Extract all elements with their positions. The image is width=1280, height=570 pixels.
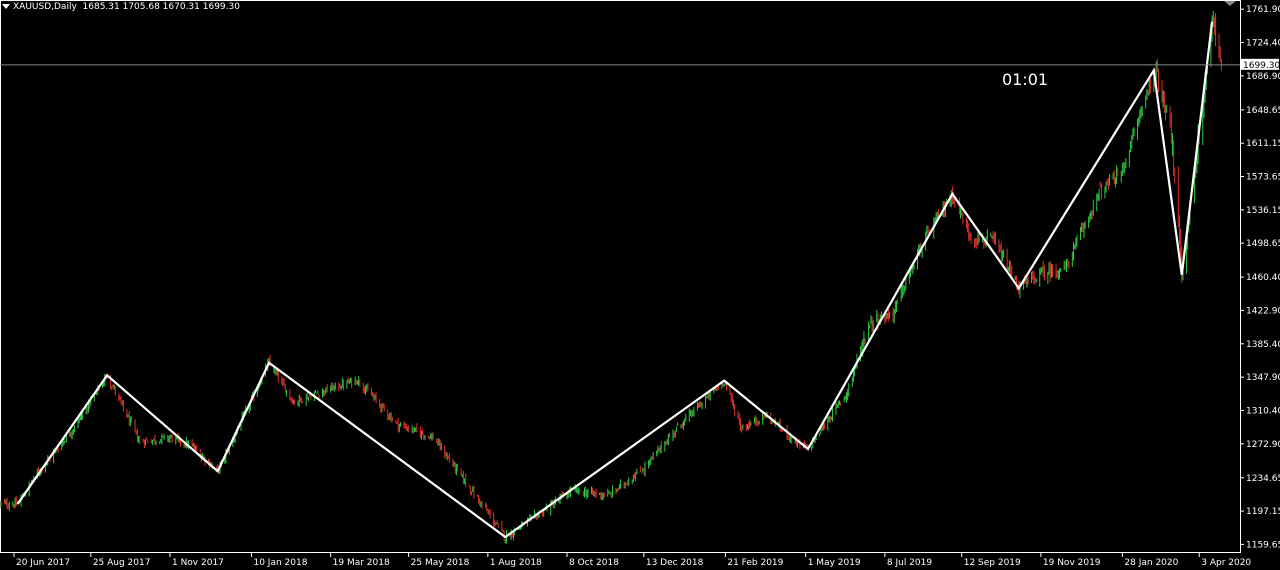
y-tick-label: 1498.65 <box>1246 239 1280 249</box>
y-tick-label: 1422.90 <box>1246 306 1280 316</box>
y-tick-label: 1761.90 <box>1246 5 1280 15</box>
x-tick-label: 20 Jun 2017 <box>16 558 70 568</box>
y-tick-label: 1460.40 <box>1246 273 1280 283</box>
y-tick-label: 1686.90 <box>1246 72 1280 82</box>
y-tick-label: 1310.40 <box>1246 406 1280 416</box>
x-tick-label: 28 Jan 2020 <box>1124 558 1178 568</box>
y-tick-label: 1573.65 <box>1246 172 1280 182</box>
y-tick-label: 1159.65 <box>1246 540 1280 550</box>
x-tick-label: 1 Aug 2018 <box>490 558 542 568</box>
y-tick-label: 1536.15 <box>1246 206 1280 216</box>
x-tick-label: 8 Jul 2019 <box>887 558 932 568</box>
plot-frame <box>0 0 1241 553</box>
x-tick-label: 25 Aug 2017 <box>93 558 151 568</box>
dropdown-triangle-icon[interactable] <box>2 4 10 9</box>
x-tick-label: 19 Nov 2019 <box>1043 558 1101 568</box>
bar-countdown-timer: 01:01 <box>1002 70 1049 89</box>
y-tick-label: 1385.40 <box>1246 340 1280 350</box>
y-tick-label: 1272.90 <box>1246 440 1280 450</box>
x-tick-label: 21 Feb 2019 <box>727 558 783 568</box>
x-tick-label: 13 Dec 2018 <box>646 558 704 568</box>
y-tick-label: 1347.90 <box>1246 373 1280 383</box>
x-tick-label: 3 Apr 2020 <box>1201 558 1251 568</box>
y-tick-label: 1197.15 <box>1246 507 1280 517</box>
shift-marker-icon[interactable] <box>1224 1 1236 6</box>
current-price-label: 1699.30 <box>1243 61 1280 71</box>
x-tick-label: 1 Nov 2017 <box>172 558 224 568</box>
x-tick-label: 8 Oct 2018 <box>569 558 619 568</box>
x-tick-label: 19 Mar 2018 <box>333 558 390 568</box>
current-price-badge <box>1241 58 1279 70</box>
y-tick-label: 1724.40 <box>1246 39 1280 49</box>
y-tick-label: 1611.15 <box>1246 139 1280 149</box>
y-tick-label: 1648.65 <box>1246 106 1280 116</box>
symbol-timeframe-label: XAUUSD,Daily <box>13 2 77 12</box>
y-tick-label: 1234.65 <box>1246 474 1280 484</box>
symbol-header: XAUUSD,Daily 1685.31 1705.68 1670.31 169… <box>2 2 240 12</box>
ohlc-values: 1685.31 1705.68 1670.31 1699.30 <box>82 2 240 12</box>
x-tick-label: 10 Jan 2018 <box>253 558 307 568</box>
zigzag-line <box>16 21 1214 539</box>
x-tick-label: 12 Sep 2019 <box>964 558 1021 568</box>
x-tick-label: 25 May 2018 <box>411 558 470 568</box>
x-tick-label: 1 May 2019 <box>808 558 861 568</box>
